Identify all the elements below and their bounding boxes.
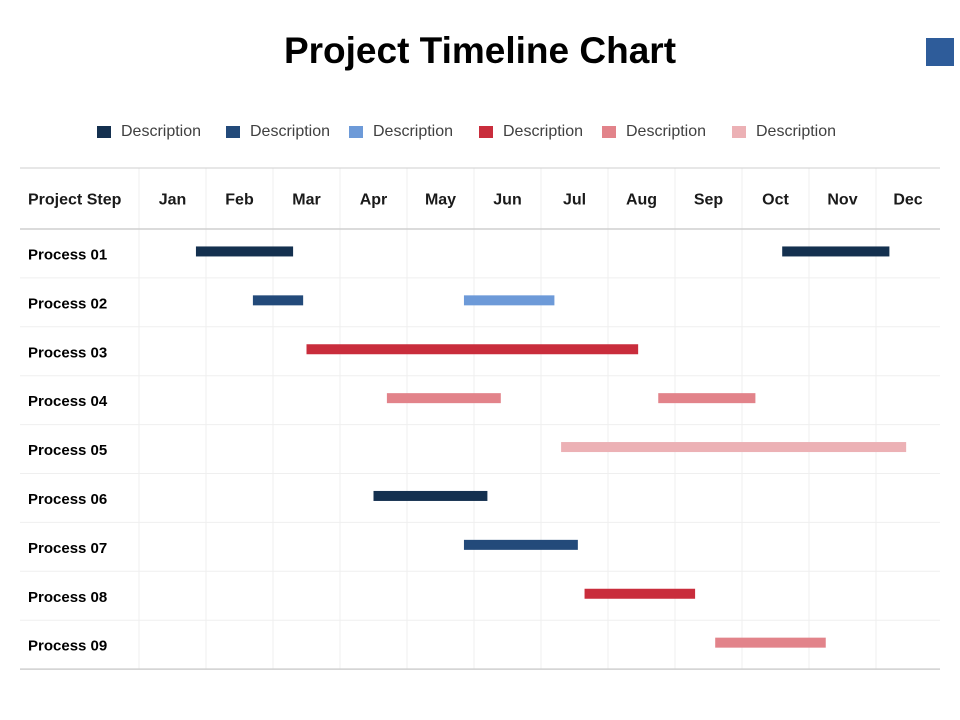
row-label: Process 02	[28, 295, 107, 312]
month-label: Oct	[762, 192, 789, 209]
month-label: Mar	[292, 192, 320, 209]
row-label: Process 04	[28, 393, 108, 410]
month-label: Jun	[493, 192, 521, 209]
chart-title: Project Timeline Chart	[283, 30, 677, 71]
legend-label: Description	[373, 123, 454, 140]
legend-label: Description	[756, 123, 837, 140]
gantt-bar	[463, 539, 578, 550]
gantt-bar	[195, 246, 294, 257]
legend-label: Description	[626, 123, 707, 140]
row-label: Process 07	[28, 540, 107, 557]
legend-swatch	[602, 126, 616, 138]
gantt-bar	[373, 490, 488, 501]
gantt-bar	[252, 295, 304, 306]
month-label: Sep	[694, 192, 724, 209]
legend-swatch	[97, 126, 111, 138]
legend-label: Description	[121, 123, 202, 140]
month-label: Jan	[159, 192, 187, 209]
gantt-bar	[658, 393, 756, 404]
month-label: May	[425, 192, 456, 209]
legend-swatch	[349, 126, 363, 138]
month-label: Feb	[225, 192, 254, 209]
month-label: Apr	[360, 192, 388, 209]
legend-label: Description	[250, 123, 331, 140]
gantt-bar	[463, 295, 555, 306]
row-label: Process 03	[28, 344, 107, 361]
row-label: Process 05	[28, 442, 107, 459]
row-label: Process 09	[28, 638, 107, 655]
corner-accent-square	[926, 38, 954, 66]
gantt-bar	[306, 344, 639, 355]
gantt-bar	[715, 637, 826, 648]
gantt-bar	[386, 393, 501, 404]
legend-swatch	[479, 126, 493, 138]
month-label: Jul	[563, 192, 586, 209]
month-label: Nov	[827, 192, 857, 209]
row-label: Process 01	[28, 246, 107, 263]
gantt-bar	[584, 588, 696, 599]
gantt-bar	[561, 442, 907, 453]
legend-label: Description	[503, 123, 584, 140]
row-label: Process 08	[28, 589, 107, 606]
gantt-bar	[782, 246, 890, 257]
legend-swatch	[732, 126, 746, 138]
legend-swatch	[226, 126, 240, 138]
header-project-step: Project Step	[28, 192, 122, 209]
row-label: Process 06	[28, 491, 107, 508]
month-label: Aug	[626, 192, 657, 209]
month-label: Dec	[893, 192, 922, 209]
